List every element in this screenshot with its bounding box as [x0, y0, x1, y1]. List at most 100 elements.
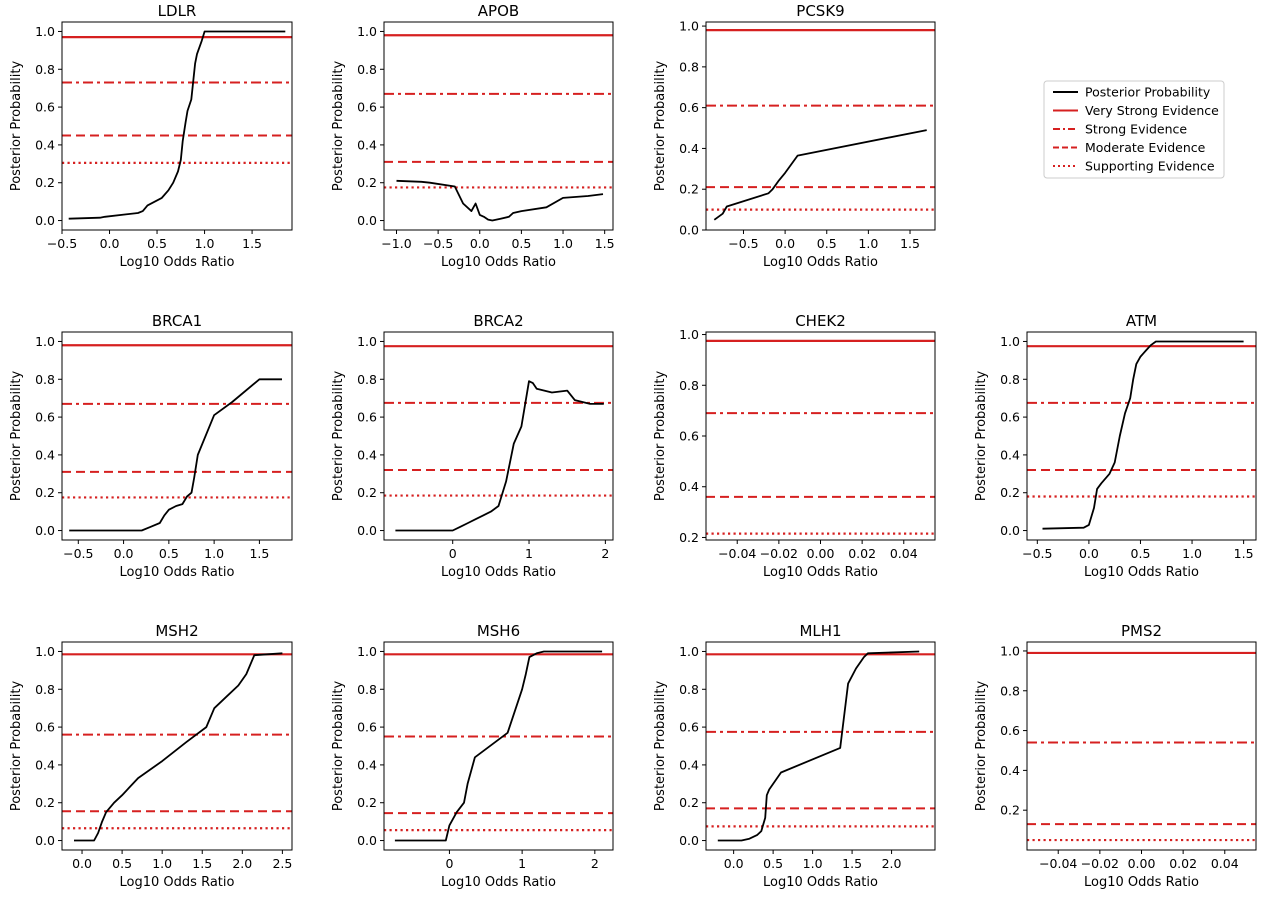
x-tick-label: −0.5 — [1022, 546, 1052, 561]
x-tick-label: 0.5 — [112, 856, 132, 871]
x-tick-label: 2.0 — [232, 856, 252, 871]
subplot-title: MLH1 — [799, 622, 841, 640]
y-tick-label: 0.0 — [357, 213, 377, 228]
x-tick-label: 0.5 — [817, 236, 837, 251]
x-axis-label: Log10 Odds Ratio — [1084, 565, 1199, 580]
y-tick-label: 0.8 — [357, 682, 377, 697]
y-axis-label: Posterior Probability — [653, 681, 668, 812]
x-axis-label: Log10 Odds Ratio — [120, 875, 235, 890]
y-tick-label: 0.8 — [357, 62, 377, 77]
x-tick-label: 1.0 — [858, 236, 878, 251]
x-axis-label: Log10 Odds Ratio — [441, 565, 556, 580]
posterior-probability-line — [396, 179, 604, 222]
y-axis-label: Posterior Probability — [9, 371, 24, 502]
y-tick-label: 1.0 — [679, 644, 699, 659]
y-axis-label: Posterior Probability — [974, 681, 989, 812]
y-tick-label: 0.8 — [35, 682, 55, 697]
legend-label: Strong Evidence — [1085, 122, 1187, 137]
x-tick-label: −0.02 — [760, 546, 798, 561]
legend-label: Supporting Evidence — [1085, 159, 1215, 174]
axes-frame — [383, 641, 614, 851]
y-tick-label: 0.8 — [357, 372, 377, 387]
y-tick-label: 0.2 — [1000, 485, 1020, 500]
y-tick-label: 0.0 — [679, 223, 699, 238]
posterior-probability-line — [717, 650, 920, 842]
y-tick-label: 1.0 — [1000, 643, 1020, 658]
x-tick-label: 0.04 — [1211, 856, 1239, 871]
x-tick-label: 2 — [601, 546, 609, 561]
y-tick-label: 0.2 — [679, 182, 699, 197]
y-tick-label: 0.4 — [35, 447, 55, 462]
x-tick-label: 0.04 — [890, 546, 918, 561]
x-tick-label: 0.02 — [1169, 856, 1197, 871]
posterior-probability-line — [395, 380, 604, 532]
y-tick-label: 0.6 — [679, 429, 699, 444]
axes-frame — [705, 641, 936, 851]
posterior-probability-line — [74, 652, 283, 842]
y-tick-label: 0.0 — [357, 833, 377, 848]
axes-frame — [61, 331, 293, 541]
x-tick-label: 0.5 — [159, 546, 179, 561]
axes-frame — [383, 331, 614, 541]
y-axis-label: Posterior Probability — [9, 61, 24, 192]
subplot-atm: ATM−0.5 0.0 0.5 1.0 1.50.00.20.40.60.81.0Log… — [974, 312, 1257, 580]
x-tick-label: 1.0 — [1182, 546, 1202, 561]
y-tick-label: 0.0 — [1000, 523, 1020, 538]
y-tick-label: 1.0 — [357, 334, 377, 349]
subplot-brca1: BRCA1 −0.5 0.0 0.5 1.0 1.5 0.0 0.2 0.4 0.6 0.8 1.0 L… — [9, 312, 293, 580]
y-axis-label: Posterior Probability — [653, 61, 668, 192]
y-tick-label: 0.8 — [679, 682, 699, 697]
x-axis-label: Log10 Odds Ratio — [763, 255, 878, 270]
y-tick-label: 0.6 — [35, 720, 55, 735]
x-tick-label: 2.0 — [882, 856, 902, 871]
x-tick-label: 1.5 — [1234, 546, 1254, 561]
y-tick-label: 1.0 — [679, 19, 699, 34]
y-tick-label: 1.0 — [1000, 334, 1020, 349]
y-tick-label: 0.2 — [1000, 803, 1020, 818]
posterior-probability-line — [1042, 340, 1244, 530]
x-tick-label: −0.02 — [1081, 856, 1119, 871]
y-tick-label: 1.0 — [35, 24, 55, 39]
y-axis-label: Posterior Probability — [974, 371, 989, 502]
subplot-ldlr: LDLR −0.5 0.0 0.5 1.0 1.5 0.0 0.2 0.4 0.6 0.8 1.0 Lo… — [9, 2, 293, 270]
y-tick-label: 1.0 — [35, 644, 55, 659]
x-tick-label: −0.5 — [423, 236, 453, 251]
subplot-title: BRCA2 — [473, 312, 523, 330]
y-tick-label: 0.4 — [35, 137, 55, 152]
y-tick-label: 0.2 — [35, 485, 55, 500]
subplot-title: PCSK9 — [796, 2, 844, 20]
y-tick-label: 0.6 — [357, 100, 377, 115]
y-tick-label: 0.2 — [357, 485, 377, 500]
y-tick-label: 0.8 — [679, 378, 699, 393]
y-tick-label: 0.6 — [35, 100, 55, 115]
y-tick-label: 0.4 — [35, 757, 55, 772]
y-tick-label: 0.6 — [1000, 723, 1020, 738]
y-tick-label: 0.4 — [357, 757, 377, 772]
y-tick-label: 0.6 — [679, 720, 699, 735]
legend: Posterior Probability Very Strong Evidenc… — [1043, 80, 1225, 179]
x-tick-label: 1.0 — [152, 856, 172, 871]
legend-frame — [1043, 80, 1225, 179]
y-tick-label: 0.6 — [1000, 410, 1020, 425]
x-axis-label: Log10 Odds Ratio — [120, 255, 235, 270]
x-tick-label: 1 — [518, 856, 526, 871]
x-tick-label: 0.5 — [1131, 546, 1151, 561]
x-tick-label: 0.5 — [511, 236, 531, 251]
x-tick-label: 1.0 — [195, 236, 215, 251]
y-axis-label: Posterior Probability — [331, 61, 346, 192]
y-tick-label: 0.4 — [1000, 447, 1020, 462]
x-tick-label: 1.5 — [842, 856, 862, 871]
x-axis-label: Log10 Odds Ratio — [763, 565, 878, 580]
x-tick-label: −0.04 — [718, 546, 756, 561]
y-axis-label: Posterior Probability — [331, 371, 346, 502]
x-tick-label: 0.0 — [1079, 546, 1099, 561]
axes-frame — [1026, 331, 1257, 541]
y-tick-label: 0.2 — [35, 795, 55, 810]
x-tick-label: 0.5 — [763, 856, 783, 871]
subplot-pcsk9: PCSK9 −0.5 0.0 0.5 1.0 1.5 0.0 0.2 0.4 0.6 0.8 1.0 L… — [653, 2, 936, 270]
x-tick-label: 0.0 — [724, 856, 744, 871]
x-tick-label: 1.5 — [192, 856, 212, 871]
x-tick-label: 0 — [449, 546, 457, 561]
legend-label: Very Strong Evidence — [1085, 103, 1219, 118]
y-tick-label: 0.6 — [35, 410, 55, 425]
